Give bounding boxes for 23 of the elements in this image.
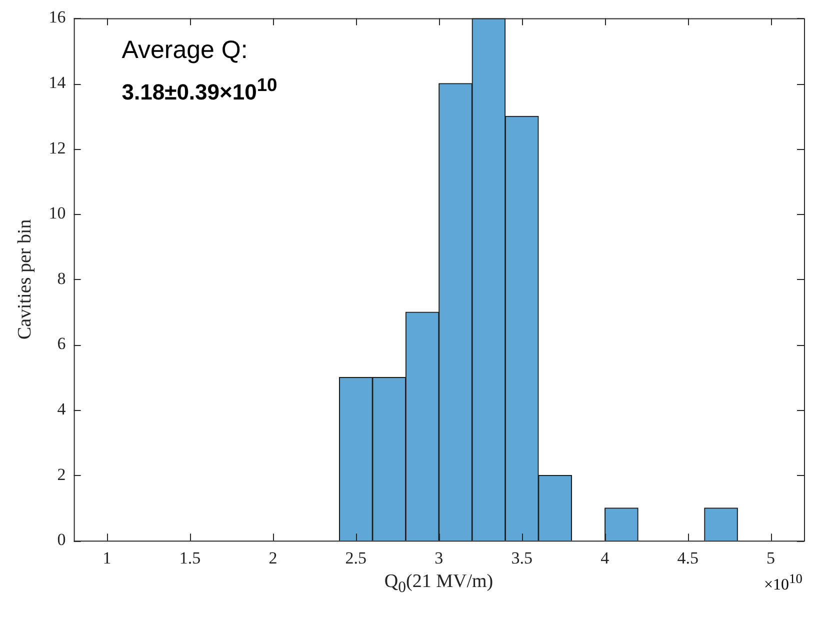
y-tick-label: 16	[48, 8, 66, 27]
y-tick-label: 8	[57, 268, 66, 288]
text: ×10$^{10}$	[764, 570, 802, 594]
annotation: Average Q:	[122, 36, 248, 66]
y-tick-label: 2	[57, 464, 66, 484]
x-tick-label: 2	[268, 548, 278, 568]
annotation: 3.18±0.39×10$^{10}$	[122, 74, 278, 106]
y-tick-label: 14	[48, 72, 66, 92]
x-tick-label: 4.5	[677, 548, 698, 568]
y-axis-title: Cavities per bin	[14, 218, 36, 340]
x-tick-label: 3.5	[511, 548, 532, 568]
y-tick-label: 6	[57, 334, 66, 354]
y-tick-label: 12	[48, 138, 66, 158]
x-tick-label: 2.5	[345, 548, 367, 568]
y-tick-label: 0	[57, 530, 66, 550]
x-axis-title: Q$_{0}$(21 MV/m)	[384, 570, 494, 596]
x-tick-label: 5	[766, 548, 776, 568]
x-tick-label: 3	[434, 548, 444, 568]
x-tick-label: 4	[600, 548, 610, 568]
x-tick-label: 1.5	[179, 548, 201, 568]
y-tick-label: 10	[48, 204, 66, 223]
y-tick-label: 4	[57, 399, 66, 418]
x-tick-label: 1	[102, 548, 112, 568]
